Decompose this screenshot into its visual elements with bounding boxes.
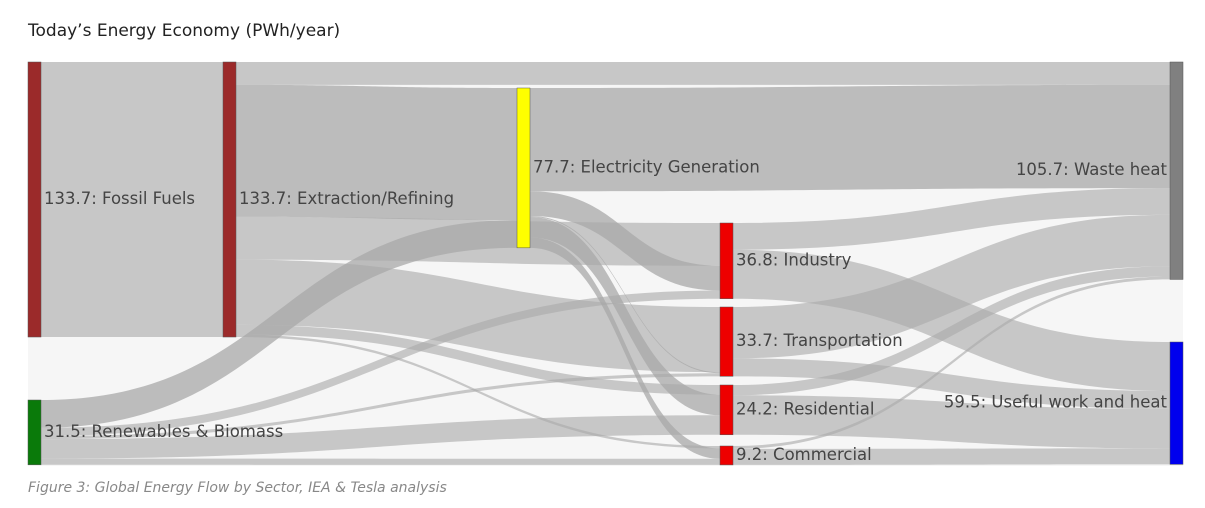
node <box>27 61 42 338</box>
node <box>719 222 734 299</box>
flow <box>733 448 1170 465</box>
node <box>719 384 734 436</box>
flow <box>236 259 720 373</box>
flow <box>530 84 1170 192</box>
caption: Figure 3: Global Energy Flow by Sector, … <box>28 480 447 496</box>
flow <box>733 276 1170 449</box>
flow <box>530 215 720 374</box>
flow <box>733 214 1170 359</box>
chart-title: Today’s Energy Economy (PWh/year) <box>27 21 340 41</box>
node-label: 133.7: Fossil Fuels <box>44 189 195 208</box>
flow <box>530 191 720 291</box>
node-label: 59.5: Useful work and heat <box>944 393 1168 412</box>
node-label: 24.2: Residential <box>736 399 874 418</box>
flow <box>41 373 720 440</box>
flow <box>41 62 223 338</box>
flow <box>530 237 720 459</box>
flow <box>41 290 720 436</box>
node-label: 105.7: Waste heat <box>1016 160 1168 179</box>
node <box>27 399 42 466</box>
node-label: 36.8: Industry <box>736 250 852 269</box>
flow <box>733 395 1170 449</box>
flow <box>41 415 720 459</box>
flow <box>733 358 1170 409</box>
flow <box>236 324 720 395</box>
node-label: 77.7: Electricity Generation <box>533 157 760 176</box>
flow <box>236 84 517 221</box>
flow <box>236 62 1170 85</box>
node-label: 33.7: Transportation <box>736 331 903 350</box>
flow <box>41 458 720 465</box>
links <box>41 62 1170 465</box>
node-label: 31.5: Renewables & Biomass <box>44 422 283 441</box>
nodes: 133.7: Fossil Fuels 31.5: Renewables & Bi… <box>27 61 1184 466</box>
flow <box>733 249 1170 391</box>
node <box>719 306 734 377</box>
node <box>1169 341 1184 465</box>
node-label: 9.2: Commercial <box>736 445 872 464</box>
node <box>1169 61 1184 280</box>
node <box>516 87 531 249</box>
node <box>222 61 237 338</box>
node <box>719 445 734 466</box>
flow <box>530 216 720 416</box>
node-label: 133.7: Extraction/Refining <box>239 189 454 208</box>
flow <box>733 188 1170 250</box>
flow <box>236 334 720 449</box>
